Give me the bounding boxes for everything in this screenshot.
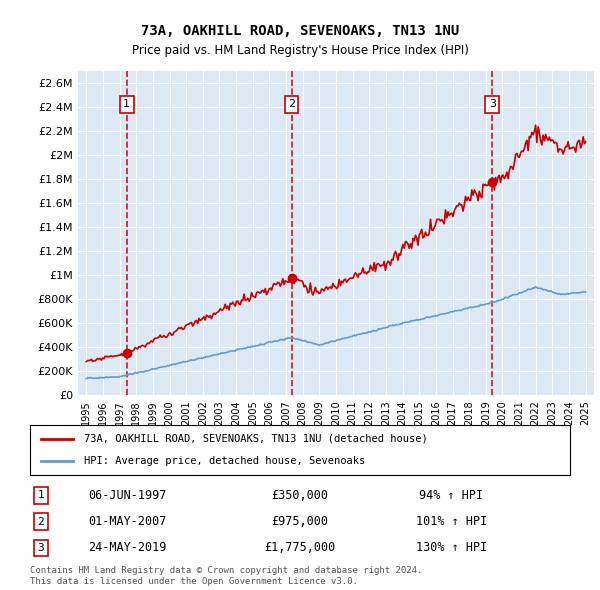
Text: 73A, OAKHILL ROAD, SEVENOAKS, TN13 1NU: 73A, OAKHILL ROAD, SEVENOAKS, TN13 1NU [141, 24, 459, 38]
Text: HPI: Average price, detached house, Sevenoaks: HPI: Average price, detached house, Seve… [84, 456, 365, 466]
Text: 01-MAY-2007: 01-MAY-2007 [88, 515, 166, 528]
Text: 3: 3 [489, 100, 496, 110]
Text: £1,775,000: £1,775,000 [265, 542, 335, 555]
Text: Contains HM Land Registry data © Crown copyright and database right 2024.
This d: Contains HM Land Registry data © Crown c… [30, 566, 422, 586]
Text: £350,000: £350,000 [271, 489, 329, 502]
Text: 73A, OAKHILL ROAD, SEVENOAKS, TN13 1NU (detached house): 73A, OAKHILL ROAD, SEVENOAKS, TN13 1NU (… [84, 434, 428, 444]
Text: 1: 1 [37, 490, 44, 500]
Text: Price paid vs. HM Land Registry's House Price Index (HPI): Price paid vs. HM Land Registry's House … [131, 44, 469, 57]
Text: 3: 3 [37, 543, 44, 553]
Text: 2: 2 [37, 517, 44, 527]
Text: 06-JUN-1997: 06-JUN-1997 [88, 489, 166, 502]
Text: 94% ↑ HPI: 94% ↑ HPI [419, 489, 483, 502]
Text: 2: 2 [288, 100, 295, 110]
Text: £975,000: £975,000 [271, 515, 329, 528]
Text: 130% ↑ HPI: 130% ↑ HPI [416, 542, 487, 555]
Text: 101% ↑ HPI: 101% ↑ HPI [416, 515, 487, 528]
Text: 1: 1 [123, 100, 130, 110]
Text: 24-MAY-2019: 24-MAY-2019 [88, 542, 166, 555]
